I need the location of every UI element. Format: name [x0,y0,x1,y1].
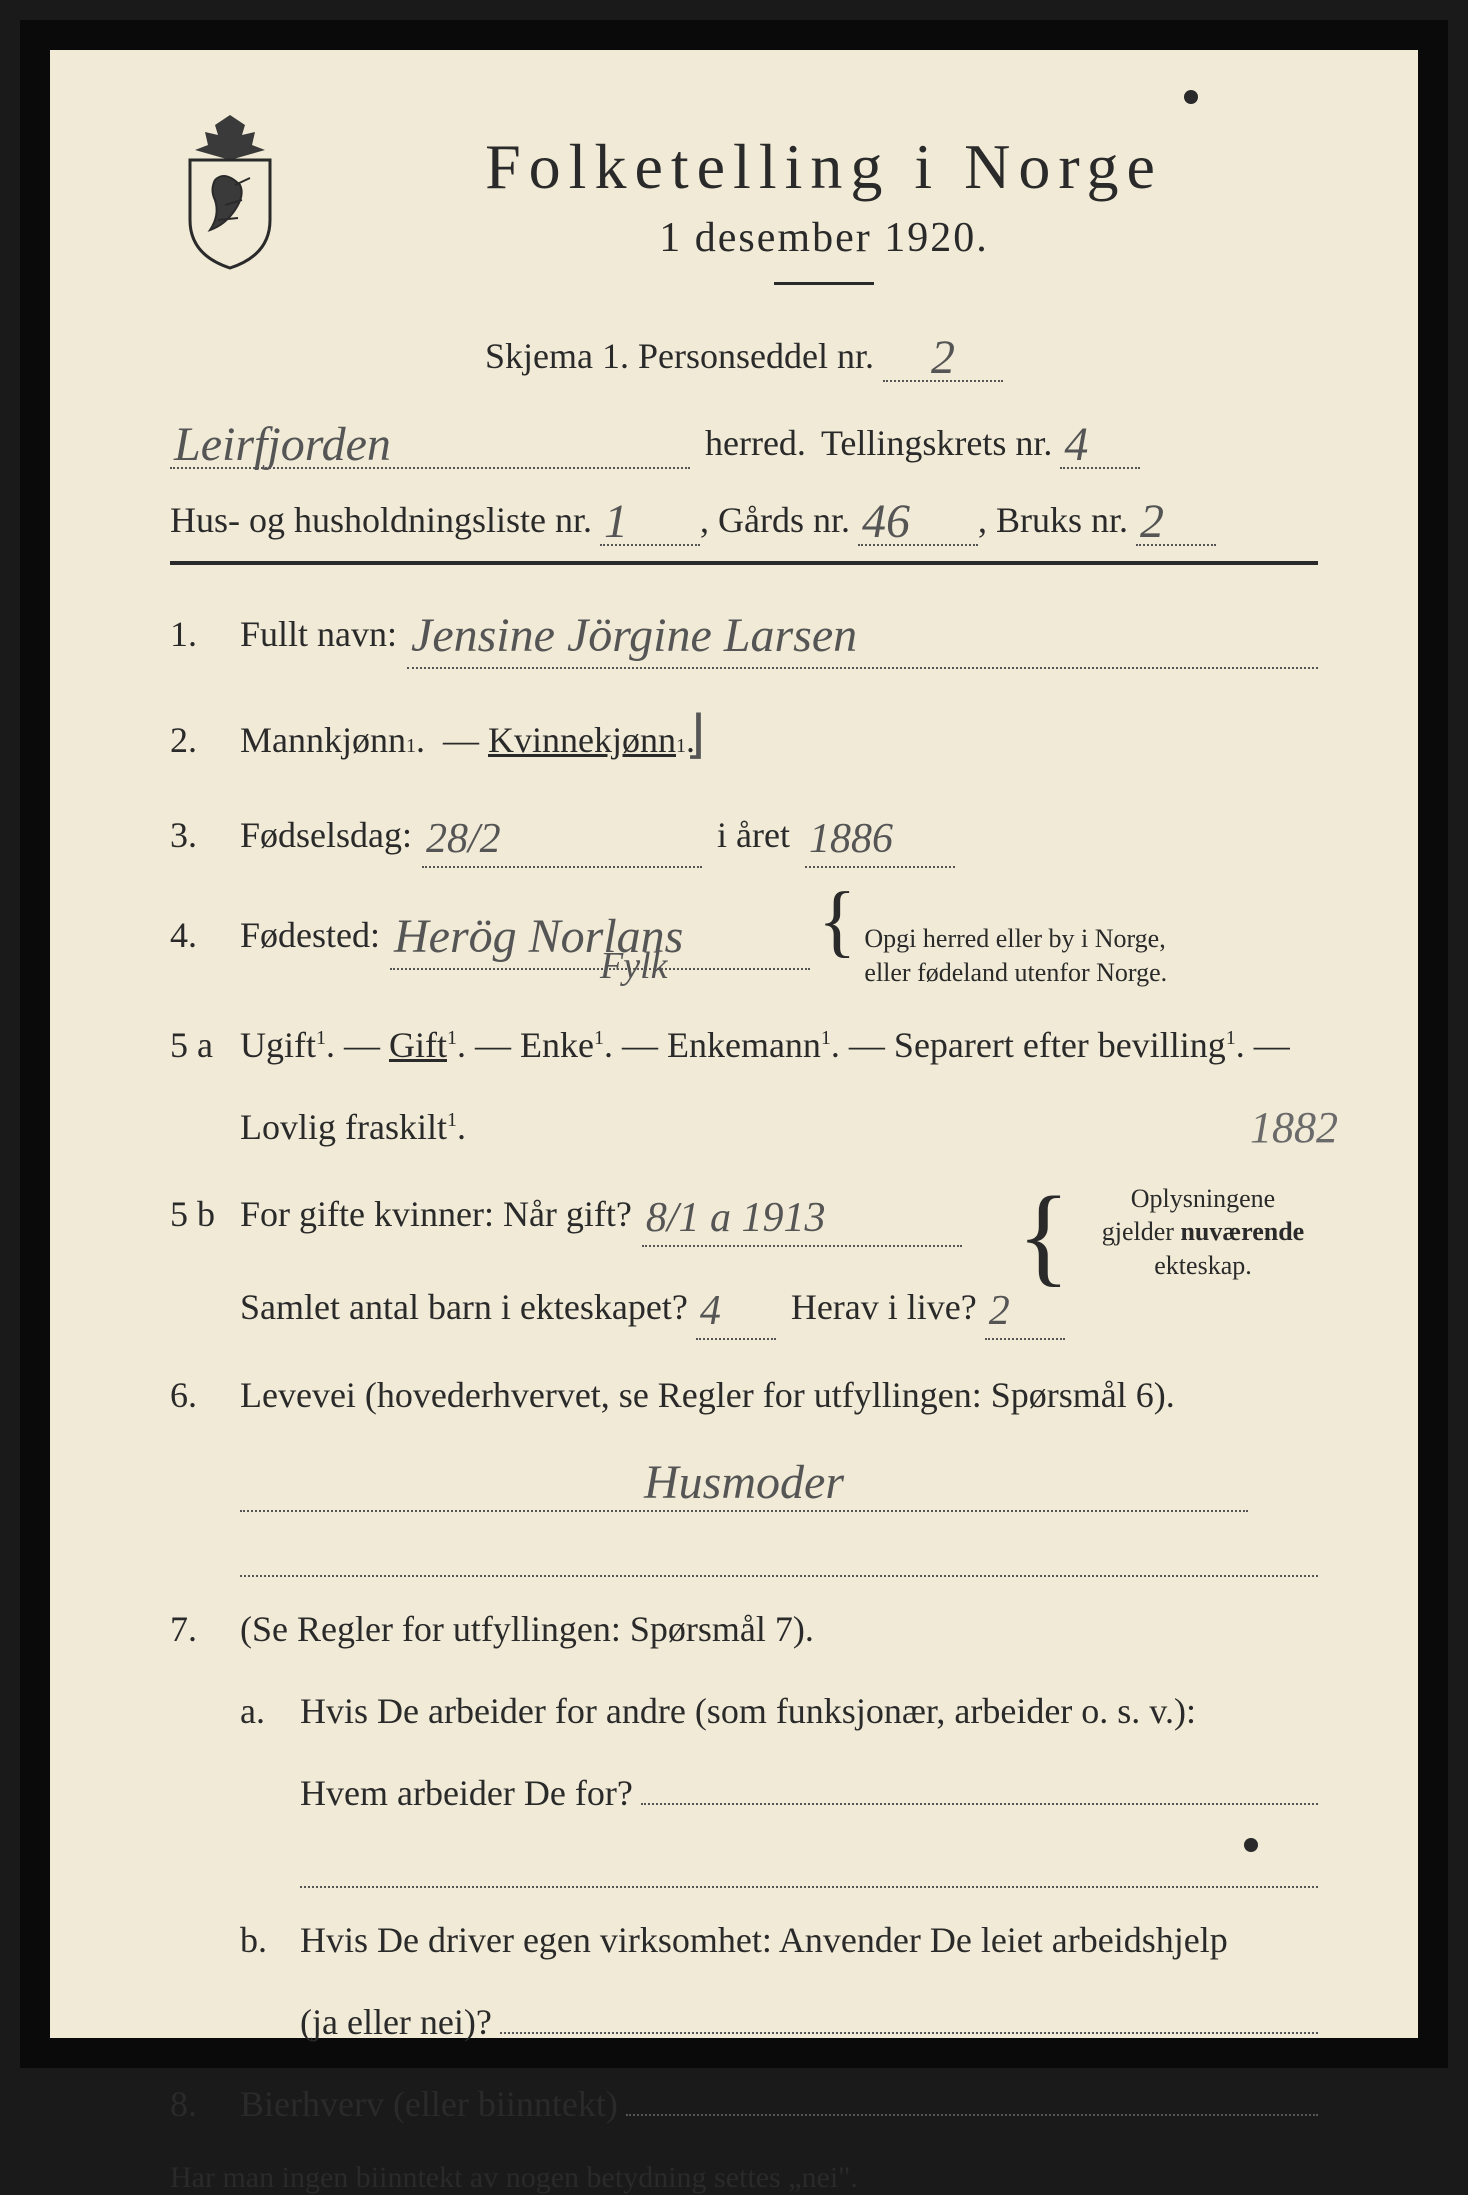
q7a-blank [300,1848,1318,1888]
bruks-label: , Bruks nr. [978,499,1128,541]
q6-value: Husmoder [644,1456,844,1509]
q1-num: 1. [170,607,240,661]
q5a-line2: Lovlig fraskilt1. 1882 [240,1100,1318,1154]
q7-line: 7. (Se Regler for utfyllingen: Spørsmål … [170,1602,1318,1656]
title-block: Folketelling i Norge 1 desember 1920. [330,130,1318,315]
coat-of-arms-icon [170,110,290,270]
q4-label: Fødested: [240,908,380,962]
skjema-line: Skjema 1. Personseddel nr. 2 [170,325,1318,382]
herred-value: Leirfjorden [174,418,391,471]
q4-note1: Opgi herred eller by i Norge, [864,924,1165,953]
q3-line: 3. Fødselsdag: 28/2 i året 1886 [170,803,1318,868]
q7b-text1: Hvis De driver egen virksomhet: Anvender… [300,1913,1228,1967]
q3-year-label: i året [717,808,790,862]
q7a-label: a. [240,1684,300,1738]
ink-dot [1184,90,1198,104]
q7a-line1: a. Hvis De arbeider for andre (som funks… [240,1684,1318,1738]
q5b-barn: 4 [700,1288,721,1334]
gards-label: , Gårds nr. [700,499,850,541]
q5b-note2: gjelder nuværende [1102,1217,1304,1246]
main-title: Folketelling i Norge [330,130,1318,204]
q5b-barn-label: Samlet antal barn i ekteskapet? [240,1280,688,1334]
q4-line: 4. Fødested: Herög Norlans { Opgi herred… [170,896,1318,990]
q3-day: 28/2 [426,816,501,862]
q1-line: 1. Fullt navn: Jensine Jörgine Larsen [170,595,1318,669]
brace-icon: { [818,897,856,945]
q4-note2: eller fødeland utenfor Norge. [864,958,1167,987]
q5a-num: 5 a [170,1018,240,1072]
q7b-text2: (ja eller nei)? [300,1995,492,2049]
checkmark-icon: ⌋ [685,697,705,775]
skjema-label: Skjema 1. Personseddel nr. [485,336,874,376]
q5b-line2: Samlet antal barn i ekteskapet? 4 Herav … [240,1275,1318,1340]
q7a-line2: Hvem arbeider De for? [300,1766,1318,1820]
q3-num: 3. [170,808,240,862]
gards-value: 46 [862,495,910,548]
q5b-note3: ekteskap. [1154,1251,1251,1280]
q5b-live: 2 [989,1288,1010,1334]
q5a-line: 5 a Ugift1. — Gift1. — Enke1. — Enkemann… [170,1018,1318,1072]
q4-annotation: Fylk [600,938,668,995]
q7-num: 7. [170,1602,240,1656]
header: Folketelling i Norge 1 desember 1920. [170,130,1318,315]
hus-line: Hus- og husholdningsliste nr. 1 , Gårds … [170,489,1318,546]
krets-value: 4 [1064,418,1088,471]
q6-answer-line: Husmoder [240,1450,1248,1512]
q3-label: Fødselsdag: [240,808,412,862]
q5b-line1: 5 b For gifte kvinner: Når gift? 8/1 a 1… [170,1182,1318,1247]
hus-label: Hus- og husholdningsliste nr. [170,499,592,541]
q5b-live-label: Herav i live? [791,1280,977,1334]
q2-num: 2. [170,713,240,767]
q2-line: 2. Mannkjønn1. — Kvinnekjønn1. ⌋ [170,697,1318,775]
skjema-value: 2 [931,331,955,384]
q5a-margin-year: 1882 [1250,1095,1338,1161]
ink-dot [1244,1838,1258,1852]
brace-icon: { [1017,1202,1070,1268]
q7b-line2: (ja eller nei)? [300,1995,1318,2049]
q3-year: 1886 [809,816,893,862]
q7a-text2: Hvem arbeider De for? [300,1766,633,1820]
q8-num: 8. [170,2077,240,2131]
bruks-value: 2 [1140,495,1164,548]
q8-line: 8. Bierhverv (eller biinntekt) [170,2077,1318,2131]
census-form-page: Folketelling i Norge 1 desember 1920. Sk… [20,20,1448,2068]
footer-note: Har man ingen biinntekt av nogen betydni… [170,2161,1318,2195]
q6-blank [240,1537,1318,1577]
q2-male: Mannkjønn [240,713,406,767]
q8-label: Bierhverv (eller biinntekt) [240,2077,618,2131]
q7b-label: b. [240,1913,300,1967]
q7a-text1: Hvis De arbeider for andre (som funksjon… [300,1684,1196,1738]
section-rule [170,561,1318,565]
title-rule [774,282,874,285]
q6-line: 6. Levevei (hovederhvervet, se Regler fo… [170,1368,1318,1422]
q5b-label: For gifte kvinner: Når gift? [240,1187,632,1241]
q7b-line1: b. Hvis De driver egen virksomhet: Anven… [240,1913,1318,1967]
krets-label: Tellingskrets nr. [821,422,1052,464]
hus-value: 1 [604,495,628,548]
q1-value: Jensine Jörgine Larsen [411,609,857,662]
q5b-note1: Oplysningene [1131,1184,1275,1213]
q5b-num: 5 b [170,1187,240,1241]
herred-suffix: herred. [705,422,806,464]
q6-num: 6. [170,1368,240,1422]
q2-female: Kvinnekjønn [488,713,676,767]
subtitle: 1 desember 1920. [330,214,1318,262]
herred-line: Leirfjorden herred. Tellingskrets nr. 4 [170,412,1318,469]
q7-label: (Se Regler for utfyllingen: Spørsmål 7). [240,1602,814,1656]
q5b-gift: 8/1 a 1913 [646,1195,826,1241]
q1-label: Fullt navn: [240,607,397,661]
q6-label: Levevei (hovederhvervet, se Regler for u… [240,1368,1175,1422]
q4-num: 4. [170,908,240,962]
